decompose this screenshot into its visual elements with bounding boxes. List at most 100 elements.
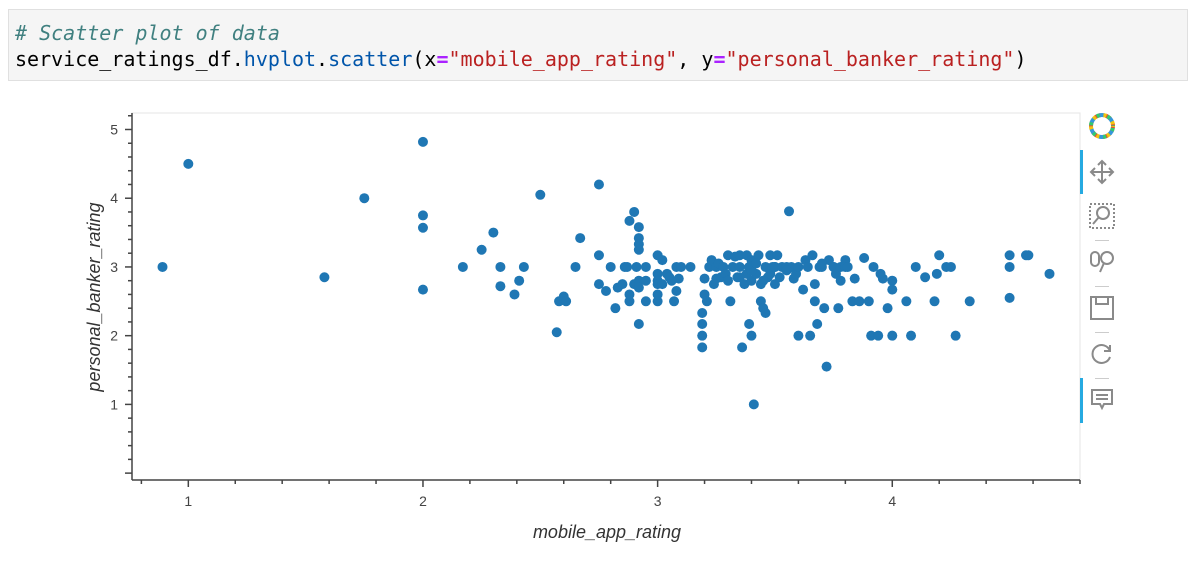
scatter-point[interactable] <box>751 258 762 269</box>
scatter-point[interactable] <box>906 330 917 341</box>
scatter-point[interactable] <box>920 272 931 283</box>
scatter-point[interactable] <box>760 307 771 318</box>
scatter-point[interactable] <box>624 289 635 300</box>
scatter-point[interactable] <box>535 189 546 200</box>
scatter-point[interactable] <box>950 330 961 341</box>
scatter-point[interactable] <box>1044 268 1055 279</box>
scatter-point[interactable] <box>833 303 844 314</box>
scatter-point[interactable] <box>417 136 428 147</box>
scatter-point[interactable] <box>652 296 663 307</box>
scatter-point[interactable] <box>964 296 975 307</box>
scatter-point[interactable] <box>495 281 506 292</box>
scatter-point[interactable] <box>737 342 748 353</box>
scatter-point[interactable] <box>359 193 370 204</box>
scatter-point[interactable] <box>723 275 734 286</box>
scatter-point[interactable] <box>617 279 628 290</box>
scatter-point[interactable] <box>753 250 764 261</box>
scatter-point[interactable] <box>1004 261 1015 272</box>
scatter-point[interactable] <box>854 296 865 307</box>
scatter-point[interactable] <box>835 275 846 286</box>
scatter-point[interactable] <box>802 261 813 272</box>
scatter-point[interactable] <box>417 284 428 295</box>
scatter-point[interactable] <box>551 327 562 338</box>
scatter-point[interactable] <box>593 279 604 290</box>
scatter-point[interactable] <box>417 210 428 221</box>
wheel-zoom-icon[interactable] <box>1088 248 1116 276</box>
scatter-point[interactable] <box>476 244 487 255</box>
scatter-point[interactable] <box>699 273 710 284</box>
scatter-point[interactable] <box>633 318 644 329</box>
scatter-point[interactable] <box>1004 250 1015 261</box>
scatter-point[interactable] <box>697 342 708 353</box>
scatter-point[interactable] <box>945 261 956 272</box>
scatter-point[interactable] <box>622 261 633 272</box>
reset-icon[interactable] <box>1088 340 1116 368</box>
scatter-point[interactable] <box>605 261 616 272</box>
scatter-point[interactable] <box>652 268 663 279</box>
scatter-point[interactable] <box>685 261 696 272</box>
save-icon[interactable] <box>1088 294 1116 322</box>
scatter-point[interactable] <box>561 296 572 307</box>
scatter-point[interactable] <box>727 261 738 272</box>
code-cell[interactable]: # Scatter plot of data service_ratings_d… <box>8 9 1188 81</box>
scatter-point[interactable] <box>929 296 940 307</box>
scatter-point[interactable] <box>901 296 912 307</box>
scatter-point[interactable] <box>725 296 736 307</box>
scatter-point[interactable] <box>624 296 635 307</box>
scatter-point[interactable] <box>863 296 874 307</box>
scatter-point[interactable] <box>793 261 804 272</box>
bokeh-logo-icon[interactable] <box>1088 112 1116 140</box>
scatter-point[interactable] <box>875 268 886 279</box>
scatter-point[interactable] <box>819 303 830 314</box>
scatter-point[interactable] <box>701 296 712 307</box>
scatter-point[interactable] <box>514 275 525 286</box>
scatter-point[interactable] <box>809 296 820 307</box>
scatter-point[interactable] <box>734 261 745 272</box>
scatter-point[interactable] <box>931 268 942 279</box>
scatter-point[interactable] <box>882 303 893 314</box>
scatter-point[interactable] <box>570 261 581 272</box>
scatter-point[interactable] <box>697 330 708 341</box>
scatter-point[interactable] <box>593 179 604 190</box>
scatter-point[interactable] <box>809 279 820 290</box>
scatter-point[interactable] <box>657 279 668 290</box>
scatter-point[interactable] <box>633 222 644 233</box>
box-zoom-icon[interactable] <box>1088 202 1116 230</box>
scatter-point[interactable] <box>624 215 635 226</box>
scatter-point[interactable] <box>868 261 879 272</box>
scatter-point[interactable] <box>633 275 644 286</box>
scatter-point[interactable] <box>640 296 651 307</box>
scatter-point[interactable] <box>849 273 860 284</box>
scatter-point[interactable] <box>657 255 668 266</box>
scatter-point[interactable] <box>509 289 520 300</box>
scatter-point[interactable] <box>842 261 853 272</box>
scatter-point[interactable] <box>746 330 757 341</box>
scatter-point[interactable] <box>847 296 858 307</box>
scatter-point[interactable] <box>866 330 877 341</box>
scatter-point[interactable] <box>593 250 604 261</box>
scatter-point[interactable] <box>631 261 642 272</box>
scatter-point[interactable] <box>518 261 529 272</box>
scatter-point[interactable] <box>887 284 898 295</box>
scatter-point[interactable] <box>697 307 708 318</box>
scatter-point[interactable] <box>887 275 898 286</box>
scatter-point[interactable] <box>859 253 870 264</box>
scatter-point[interactable] <box>629 206 640 217</box>
scatter-point[interactable] <box>640 261 651 272</box>
scatter-point[interactable] <box>887 330 898 341</box>
scatter-point[interactable] <box>734 250 745 261</box>
scatter-point[interactable] <box>734 272 745 283</box>
scatter-point[interactable] <box>669 296 680 307</box>
scatter-point[interactable] <box>784 206 795 217</box>
scatter-point[interactable] <box>633 282 644 293</box>
scatter-point[interactable] <box>633 244 644 255</box>
scatter-point[interactable] <box>676 261 687 272</box>
scatter-point[interactable] <box>816 258 827 269</box>
scatter-point[interactable] <box>183 158 194 169</box>
scatter-point[interactable] <box>488 227 499 238</box>
scatter-point[interactable] <box>610 303 621 314</box>
scatter-point[interactable] <box>769 261 780 272</box>
scatter-point[interactable] <box>417 222 428 233</box>
scatter-point[interactable] <box>758 275 769 286</box>
